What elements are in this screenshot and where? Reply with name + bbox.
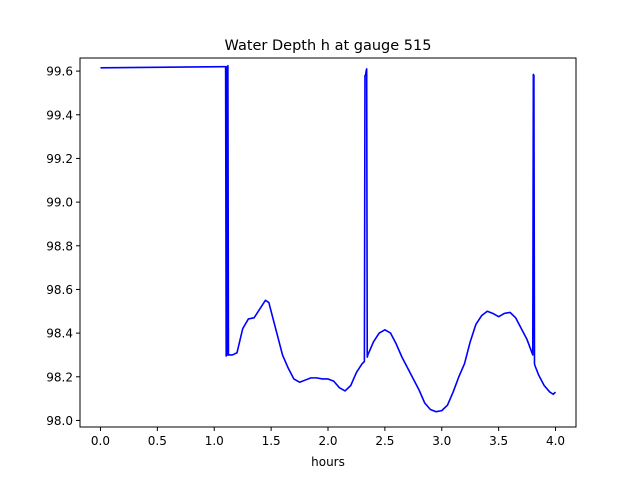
y-tick-label: 99.2	[46, 152, 73, 166]
x-tick-label: 1.5	[262, 434, 281, 448]
x-tick-label: 2.5	[375, 434, 394, 448]
y-tick-label: 98.6	[46, 283, 73, 297]
y-tick-label: 99.0	[46, 196, 73, 210]
y-tick-label: 99.4	[46, 108, 73, 122]
plot-area	[100, 64, 557, 413]
x-tick-label: 4.0	[546, 434, 565, 448]
axes-frame	[79, 57, 577, 428]
y-axis: 98.0 98.2 98.4 98.6 98.8 99.0 99.2 99.4 99.6	[46, 65, 80, 428]
x-tick-label: 3.5	[489, 434, 508, 448]
x-tick-label: 0.5	[148, 434, 167, 448]
y-tick-label: 98.8	[46, 239, 73, 253]
y-tick-label: 98.4	[46, 327, 73, 341]
y-tick-label: 99.6	[46, 65, 73, 79]
y-tick-label: 98.0	[46, 414, 73, 428]
x-tick-label: 0.0	[91, 434, 110, 448]
x-tick-label: 3.0	[432, 434, 451, 448]
x-axis: 0.0 0.5 1.0 1.5 2.0 2.5 3.0 3.5 4.0	[91, 427, 565, 448]
x-tick-label: 1.0	[205, 434, 224, 448]
chart-title: Water Depth h at gauge 515	[225, 38, 432, 54]
y-tick-label: 98.2	[46, 370, 73, 384]
x-axis-label: hours	[311, 455, 345, 469]
series-line-0	[100, 64, 557, 413]
x-tick-label: 2.0	[318, 434, 337, 448]
